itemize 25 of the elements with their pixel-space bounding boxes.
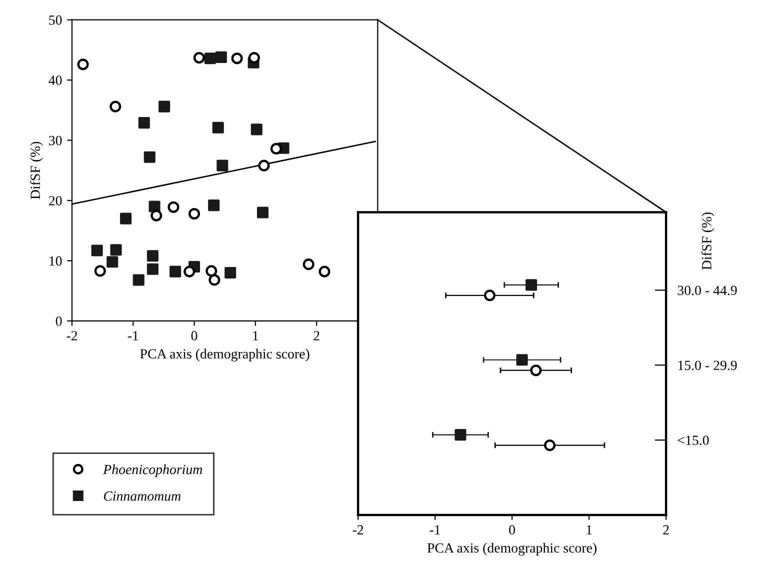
x-tick-label: -2	[66, 331, 78, 340]
y-tick-label: 15.0 - 29.9	[678, 360, 737, 370]
y-tick-label: <15.0	[678, 436, 709, 446]
x-tick-label: -1	[430, 525, 440, 534]
x-tick-label: 1	[586, 525, 592, 534]
legend-label: Phoenicophorium	[103, 464, 202, 478]
y-tick-label: 30	[49, 136, 62, 146]
y-tick-label: 0	[56, 316, 62, 326]
y-axis-title: DifSF (%)	[701, 212, 714, 270]
y-tick-label: 30.0 - 44.9	[678, 286, 737, 296]
y-tick-label: 50	[49, 15, 62, 25]
x-tick-label: 0	[509, 525, 515, 535]
x-tick-label: 2	[663, 525, 669, 534]
y-tick-label: 10	[50, 256, 62, 266]
legend-label: Cinnamomum	[104, 491, 180, 501]
x-tick-label: 2	[314, 331, 320, 340]
x-tick-label: 0	[191, 331, 198, 340]
y-axis-title: DifSF (%)	[30, 142, 43, 200]
x-tick-label: 1	[253, 331, 258, 340]
x-tick-label: -1	[128, 331, 138, 340]
x-axis-title: PCA axis (demographic score)	[427, 542, 596, 556]
y-tick-label: 20	[48, 196, 62, 206]
y-tick-label: 40	[48, 76, 62, 86]
x-axis-title: PCA axis (demographic score)	[140, 348, 310, 362]
x-tick-label: -2	[352, 525, 364, 534]
